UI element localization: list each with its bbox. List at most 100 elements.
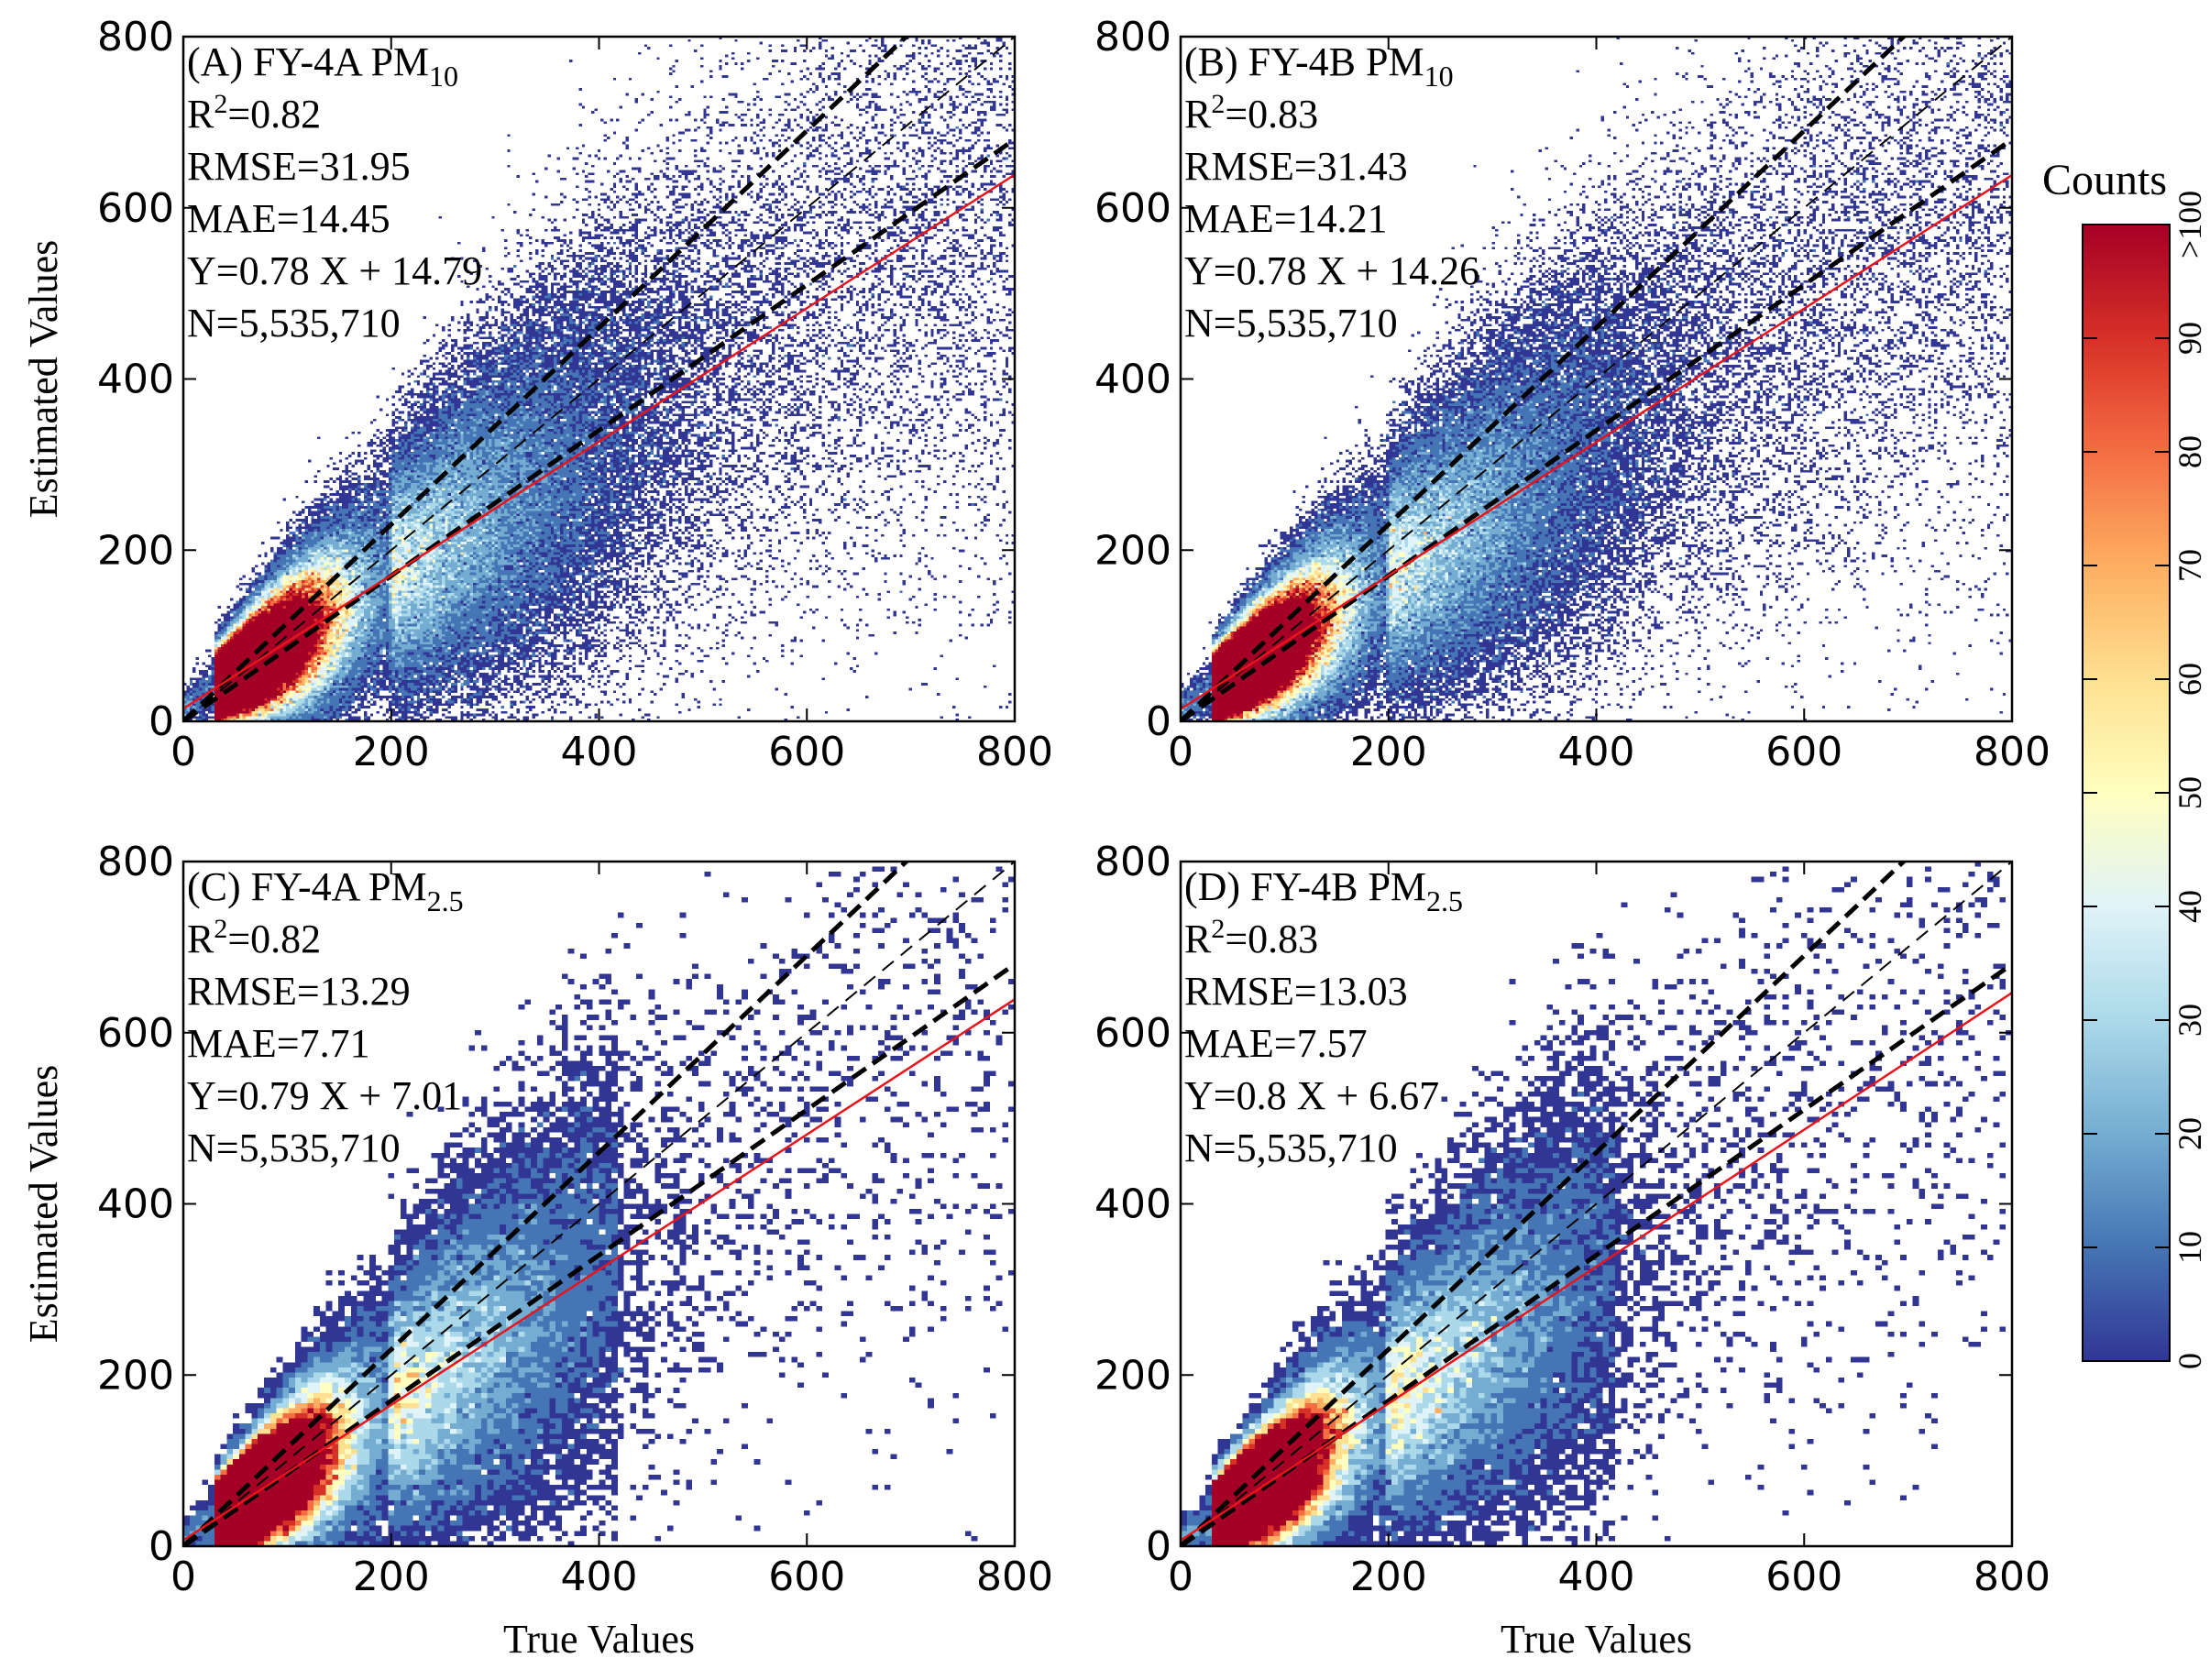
x-tick-label: 800	[1974, 1554, 2051, 1600]
lower-bound-line	[1181, 962, 2012, 1546]
stat-rmse: RMSE=13.03	[1184, 969, 1408, 1014]
one-to-one-line	[183, 862, 1015, 1546]
fit-line	[183, 173, 1015, 710]
y-tick-label: 400	[97, 357, 174, 403]
stat-n: N=5,535,710	[1184, 301, 1398, 346]
y-tick-label: 800	[97, 839, 174, 885]
y-tick-label: 800	[1094, 14, 1171, 60]
stat-mae: MAE=14.21	[1184, 196, 1388, 241]
panel-c: 00 200 200 400 400 600 600 800 800 Estimated Valu…	[21, 839, 1053, 1662]
x-tick-label: 0	[170, 729, 196, 775]
y-tick-label: 200	[97, 1352, 174, 1399]
x-tick-label: 400	[561, 729, 638, 775]
x-tick-label: 400	[561, 1554, 638, 1600]
reference-lines	[1181, 862, 2012, 1546]
colorbar-tick-label: 0	[2172, 1353, 2208, 1369]
colorbar-tick-label: >100	[2172, 191, 2208, 258]
r-squared: R2=0.82	[187, 914, 321, 961]
stat-equation: Y=0.8 X + 6.67	[1184, 1073, 1439, 1118]
stat-equation: Y=0.79 X + 7.01	[187, 1073, 462, 1118]
y-tick-label: 200	[1094, 527, 1171, 574]
colorbar-tick-label: 80	[2172, 435, 2208, 468]
colorbar-tick-label: 90	[2172, 322, 2208, 355]
y-tick-label: 600	[1094, 185, 1171, 232]
x-tick-label: 0	[1168, 729, 1193, 775]
y-tick-label: 200	[97, 527, 174, 574]
colorbar-title: Counts	[2042, 156, 2167, 204]
lower-bound-line	[183, 137, 1015, 721]
y-tick-label: 800	[1094, 839, 1171, 885]
reference-lines	[1181, 37, 2012, 721]
fit-line	[183, 998, 1015, 1542]
colorbar: Counts 0 10 20 30 40 50 60 70 80 90 >100	[2042, 156, 2208, 1369]
y-tick-label: 600	[97, 185, 174, 232]
colorbar-tick-label: 30	[2172, 1004, 2208, 1037]
fit-line	[1181, 992, 2012, 1542]
x-tick-label: 200	[1350, 729, 1427, 775]
y-tick-label: 800	[97, 14, 174, 60]
colorbar-tick-label: 20	[2172, 1117, 2208, 1150]
one-to-one-line	[1181, 37, 2012, 721]
x-tick-label: 600	[768, 1554, 845, 1600]
y-tick-label: 0	[148, 1523, 174, 1570]
r-squared: R2=0.83	[1184, 89, 1318, 137]
stat-n: N=5,535,710	[187, 1125, 401, 1170]
x-tick-label: 0	[170, 1554, 196, 1600]
x-tick-label: 800	[1974, 729, 2051, 775]
x-tick-label: 200	[353, 729, 430, 775]
y-tick-label: 400	[97, 1181, 174, 1228]
x-tick-label: 800	[976, 729, 1053, 775]
upper-bound-line	[183, 37, 910, 721]
panel-d: 00 200 200 400 400 600 600 800 800 True Values (D)…	[1094, 839, 2051, 1662]
reference-lines	[183, 37, 1015, 721]
colorbar-tick-label: 40	[2172, 890, 2208, 923]
x-tick-label: 400	[1558, 729, 1635, 775]
y-tick-label: 600	[1094, 1010, 1171, 1057]
stat-mae: MAE=7.57	[1184, 1021, 1368, 1066]
colorbar-tick-label: 60	[2172, 663, 2208, 696]
y-axis-label: Estimated Values	[21, 240, 66, 518]
panel-title: (A) FY-4A PM10	[187, 39, 458, 93]
x-tick-label: 200	[353, 1554, 430, 1600]
x-axis-label: True Values	[503, 1617, 695, 1662]
reference-lines	[183, 862, 1015, 1546]
x-tick-label: 200	[1350, 1554, 1427, 1600]
y-tick-label: 200	[1094, 1352, 1171, 1399]
fit-line	[1181, 173, 2012, 710]
x-tick-label: 600	[768, 729, 845, 775]
x-tick-label: 800	[976, 1554, 1053, 1600]
x-tick-label: 0	[1168, 1554, 1193, 1600]
y-tick-label: 0	[148, 698, 174, 745]
upper-bound-line	[1181, 862, 1908, 1546]
lower-bound-line	[1181, 137, 2012, 721]
x-tick-label: 600	[1765, 729, 1842, 775]
y-axis-label: Estimated Values	[21, 1065, 66, 1343]
panel-b: 00 200 200 400 400 600 600 800 800 (B) FY-4B PM10…	[1094, 14, 2051, 775]
one-to-one-line	[1181, 862, 2012, 1546]
x-axis-label: True Values	[1501, 1617, 1692, 1662]
one-to-one-line	[183, 37, 1015, 721]
r-squared: R2=0.82	[187, 89, 321, 137]
colorbar-tick-label: 50	[2172, 776, 2208, 809]
panel-a: 00 200 200 400 400 600 600 800 800 Estimated Valu…	[21, 14, 1053, 775]
x-tick-label: 400	[1558, 1554, 1635, 1600]
stat-n: N=5,535,710	[187, 301, 401, 346]
colorbar-tick-label: 70	[2172, 549, 2208, 582]
colorbar-tick-label: 10	[2172, 1231, 2208, 1264]
upper-bound-line	[1181, 37, 1908, 721]
panel-title: (B) FY-4B PM10	[1184, 39, 1454, 93]
stat-mae: MAE=7.71	[187, 1021, 370, 1066]
stat-rmse: RMSE=31.95	[187, 144, 411, 189]
stat-mae: MAE=14.45	[187, 196, 390, 241]
y-tick-label: 400	[1094, 1181, 1171, 1228]
stat-equation: Y=0.78 X + 14.79	[187, 248, 482, 293]
panel-title: (C) FY-4A PM2.5	[187, 864, 464, 917]
y-tick-label: 600	[97, 1010, 174, 1057]
x-tick-label: 600	[1765, 1554, 1842, 1600]
y-tick-label: 400	[1094, 357, 1171, 403]
lower-bound-line	[183, 962, 1015, 1546]
stat-equation: Y=0.78 X + 14.26	[1184, 248, 1479, 293]
stat-n: N=5,535,710	[1184, 1125, 1398, 1170]
upper-bound-line	[183, 862, 910, 1546]
